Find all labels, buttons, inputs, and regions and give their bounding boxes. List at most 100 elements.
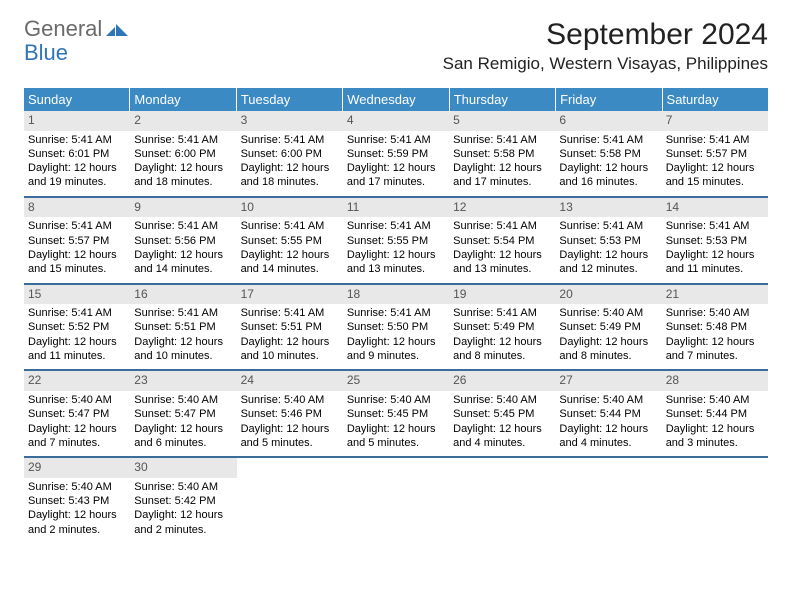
sunset-text: Sunset: 5:52 PM (28, 320, 126, 334)
day-cell: 15Sunrise: 5:41 AMSunset: 5:52 PMDayligh… (24, 285, 130, 370)
logo-text-part2: Blue (24, 40, 68, 66)
sunrise-text: Sunrise: 5:41 AM (666, 133, 764, 147)
sunrise-text: Sunrise: 5:41 AM (347, 133, 445, 147)
day-cell: 27Sunrise: 5:40 AMSunset: 5:44 PMDayligh… (555, 371, 661, 456)
day-body: Sunrise: 5:40 AMSunset: 5:49 PMDaylight:… (555, 306, 661, 363)
sunrise-text: Sunrise: 5:41 AM (453, 133, 551, 147)
daylight-text-2: and 8 minutes. (559, 349, 657, 363)
daylight-text-1: Daylight: 12 hours (241, 161, 339, 175)
day-body: Sunrise: 5:41 AMSunset: 5:53 PMDaylight:… (555, 219, 661, 276)
daylight-text-2: and 10 minutes. (134, 349, 232, 363)
daylight-text-2: and 7 minutes. (28, 436, 126, 450)
day-body: Sunrise: 5:41 AMSunset: 5:57 PMDaylight:… (662, 133, 768, 190)
sunrise-text: Sunrise: 5:40 AM (241, 393, 339, 407)
sunset-text: Sunset: 5:43 PM (28, 494, 126, 508)
daylight-text-1: Daylight: 12 hours (28, 508, 126, 522)
day-number: 22 (24, 371, 130, 391)
week-row: 29Sunrise: 5:40 AMSunset: 5:43 PMDayligh… (24, 458, 768, 543)
daylight-text-1: Daylight: 12 hours (134, 335, 232, 349)
sunset-text: Sunset: 5:57 PM (28, 234, 126, 248)
sunset-text: Sunset: 5:54 PM (453, 234, 551, 248)
day-cell: 17Sunrise: 5:41 AMSunset: 5:51 PMDayligh… (237, 285, 343, 370)
daylight-text-2: and 8 minutes. (453, 349, 551, 363)
day-body: Sunrise: 5:40 AMSunset: 5:47 PMDaylight:… (130, 393, 236, 450)
day-cell: 20Sunrise: 5:40 AMSunset: 5:49 PMDayligh… (555, 285, 661, 370)
sunrise-text: Sunrise: 5:40 AM (28, 393, 126, 407)
weekday-header: Monday (130, 88, 236, 111)
weekday-header: Wednesday (343, 88, 449, 111)
day-number: 20 (555, 285, 661, 305)
day-cell: 8Sunrise: 5:41 AMSunset: 5:57 PMDaylight… (24, 198, 130, 283)
daylight-text-2: and 11 minutes. (666, 262, 764, 276)
day-body: Sunrise: 5:41 AMSunset: 5:49 PMDaylight:… (449, 306, 555, 363)
sunset-text: Sunset: 5:47 PM (28, 407, 126, 421)
day-cell: 3Sunrise: 5:41 AMSunset: 6:00 PMDaylight… (237, 111, 343, 196)
day-cell: 16Sunrise: 5:41 AMSunset: 5:51 PMDayligh… (130, 285, 236, 370)
sunset-text: Sunset: 5:48 PM (666, 320, 764, 334)
day-cell: 12Sunrise: 5:41 AMSunset: 5:54 PMDayligh… (449, 198, 555, 283)
day-body: Sunrise: 5:40 AMSunset: 5:46 PMDaylight:… (237, 393, 343, 450)
day-cell: 18Sunrise: 5:41 AMSunset: 5:50 PMDayligh… (343, 285, 449, 370)
daylight-text-1: Daylight: 12 hours (347, 335, 445, 349)
day-cell: 7Sunrise: 5:41 AMSunset: 5:57 PMDaylight… (662, 111, 768, 196)
daylight-text-1: Daylight: 12 hours (347, 248, 445, 262)
daylight-text-2: and 2 minutes. (134, 523, 232, 537)
week-row: 22Sunrise: 5:40 AMSunset: 5:47 PMDayligh… (24, 371, 768, 458)
day-cell: 2Sunrise: 5:41 AMSunset: 6:00 PMDaylight… (130, 111, 236, 196)
day-body: Sunrise: 5:41 AMSunset: 5:51 PMDaylight:… (130, 306, 236, 363)
day-number: 26 (449, 371, 555, 391)
daylight-text-1: Daylight: 12 hours (666, 335, 764, 349)
weekday-header-row: SundayMondayTuesdayWednesdayThursdayFrid… (24, 88, 768, 111)
daylight-text-2: and 6 minutes. (134, 436, 232, 450)
day-number: 25 (343, 371, 449, 391)
day-body: Sunrise: 5:41 AMSunset: 6:00 PMDaylight:… (130, 133, 236, 190)
sunset-text: Sunset: 5:55 PM (347, 234, 445, 248)
day-cell: 23Sunrise: 5:40 AMSunset: 5:47 PMDayligh… (130, 371, 236, 456)
sunset-text: Sunset: 5:53 PM (666, 234, 764, 248)
daylight-text-2: and 15 minutes. (666, 175, 764, 189)
daylight-text-1: Daylight: 12 hours (559, 422, 657, 436)
day-cell (237, 458, 343, 543)
daylight-text-2: and 15 minutes. (28, 262, 126, 276)
sunrise-text: Sunrise: 5:41 AM (134, 133, 232, 147)
sunrise-text: Sunrise: 5:41 AM (666, 219, 764, 233)
daylight-text-2: and 11 minutes. (28, 349, 126, 363)
daylight-text-2: and 14 minutes. (241, 262, 339, 276)
sunrise-text: Sunrise: 5:41 AM (134, 219, 232, 233)
sunrise-text: Sunrise: 5:40 AM (559, 306, 657, 320)
sunrise-text: Sunrise: 5:41 AM (241, 133, 339, 147)
daylight-text-2: and 18 minutes. (134, 175, 232, 189)
daylight-text-2: and 4 minutes. (453, 436, 551, 450)
sunset-text: Sunset: 5:44 PM (559, 407, 657, 421)
sunrise-text: Sunrise: 5:41 AM (453, 219, 551, 233)
sunset-text: Sunset: 5:57 PM (666, 147, 764, 161)
day-body: Sunrise: 5:40 AMSunset: 5:47 PMDaylight:… (24, 393, 130, 450)
day-number: 16 (130, 285, 236, 305)
day-cell: 1Sunrise: 5:41 AMSunset: 6:01 PMDaylight… (24, 111, 130, 196)
sunset-text: Sunset: 5:47 PM (134, 407, 232, 421)
day-body: Sunrise: 5:41 AMSunset: 6:01 PMDaylight:… (24, 133, 130, 190)
day-cell: 4Sunrise: 5:41 AMSunset: 5:59 PMDaylight… (343, 111, 449, 196)
day-cell: 29Sunrise: 5:40 AMSunset: 5:43 PMDayligh… (24, 458, 130, 543)
day-number: 10 (237, 198, 343, 218)
daylight-text-1: Daylight: 12 hours (666, 248, 764, 262)
week-row: 1Sunrise: 5:41 AMSunset: 6:01 PMDaylight… (24, 111, 768, 198)
day-number: 4 (343, 111, 449, 131)
day-body: Sunrise: 5:41 AMSunset: 5:52 PMDaylight:… (24, 306, 130, 363)
sunrise-text: Sunrise: 5:41 AM (559, 133, 657, 147)
daylight-text-2: and 13 minutes. (347, 262, 445, 276)
day-number: 1 (24, 111, 130, 131)
day-body: Sunrise: 5:41 AMSunset: 5:55 PMDaylight:… (237, 219, 343, 276)
day-number: 3 (237, 111, 343, 131)
day-cell: 10Sunrise: 5:41 AMSunset: 5:55 PMDayligh… (237, 198, 343, 283)
day-number: 9 (130, 198, 236, 218)
daylight-text-2: and 19 minutes. (28, 175, 126, 189)
daylight-text-1: Daylight: 12 hours (347, 422, 445, 436)
sunset-text: Sunset: 5:58 PM (453, 147, 551, 161)
sunrise-text: Sunrise: 5:40 AM (28, 480, 126, 494)
daylight-text-1: Daylight: 12 hours (28, 335, 126, 349)
daylight-text-1: Daylight: 12 hours (241, 335, 339, 349)
day-number: 13 (555, 198, 661, 218)
daylight-text-1: Daylight: 12 hours (134, 508, 232, 522)
daylight-text-1: Daylight: 12 hours (453, 422, 551, 436)
